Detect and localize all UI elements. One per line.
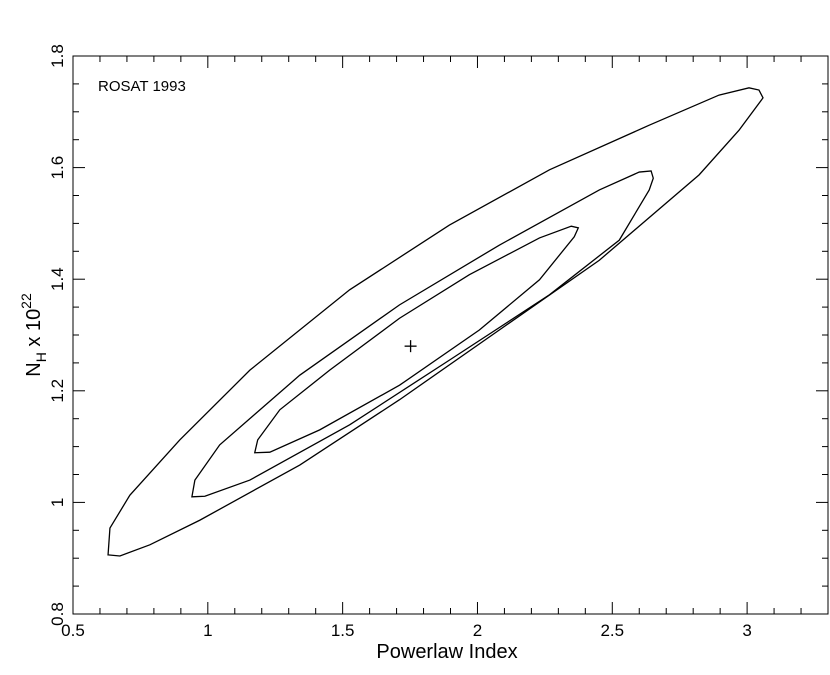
x-axis-label: Powerlaw Index	[376, 641, 517, 663]
x-tick-label: 1	[203, 621, 212, 640]
y-label-sub: H	[33, 352, 49, 362]
y-tick-label: 1.4	[48, 267, 67, 291]
y-tick-label: 0.8	[48, 602, 67, 626]
contour-line	[253, 225, 580, 454]
x-tick-label: 3	[742, 621, 751, 640]
y-label-sup: 22	[18, 293, 34, 309]
y-tick-label: 1.8	[48, 44, 67, 68]
x-tick-label: 2	[473, 621, 482, 640]
contour-line	[107, 87, 764, 557]
y-label-mid: x 10	[23, 309, 45, 352]
x-tick-label: 0.5	[61, 621, 85, 640]
x-tick-label: 2.5	[600, 621, 624, 640]
plot-frame	[72, 55, 829, 615]
y-tick-label: 1	[48, 498, 67, 507]
annotation: ROSAT 1993	[98, 78, 186, 95]
best-fit-marker	[404, 340, 417, 353]
y-axis-label: NH x 1022	[18, 293, 49, 377]
y-tick-label: 1.6	[48, 156, 67, 180]
x-tick-label: 1.5	[331, 621, 355, 640]
y-tick-label: 1.2	[48, 379, 67, 403]
contour-line	[191, 170, 654, 498]
y-label-base: N	[23, 362, 45, 376]
